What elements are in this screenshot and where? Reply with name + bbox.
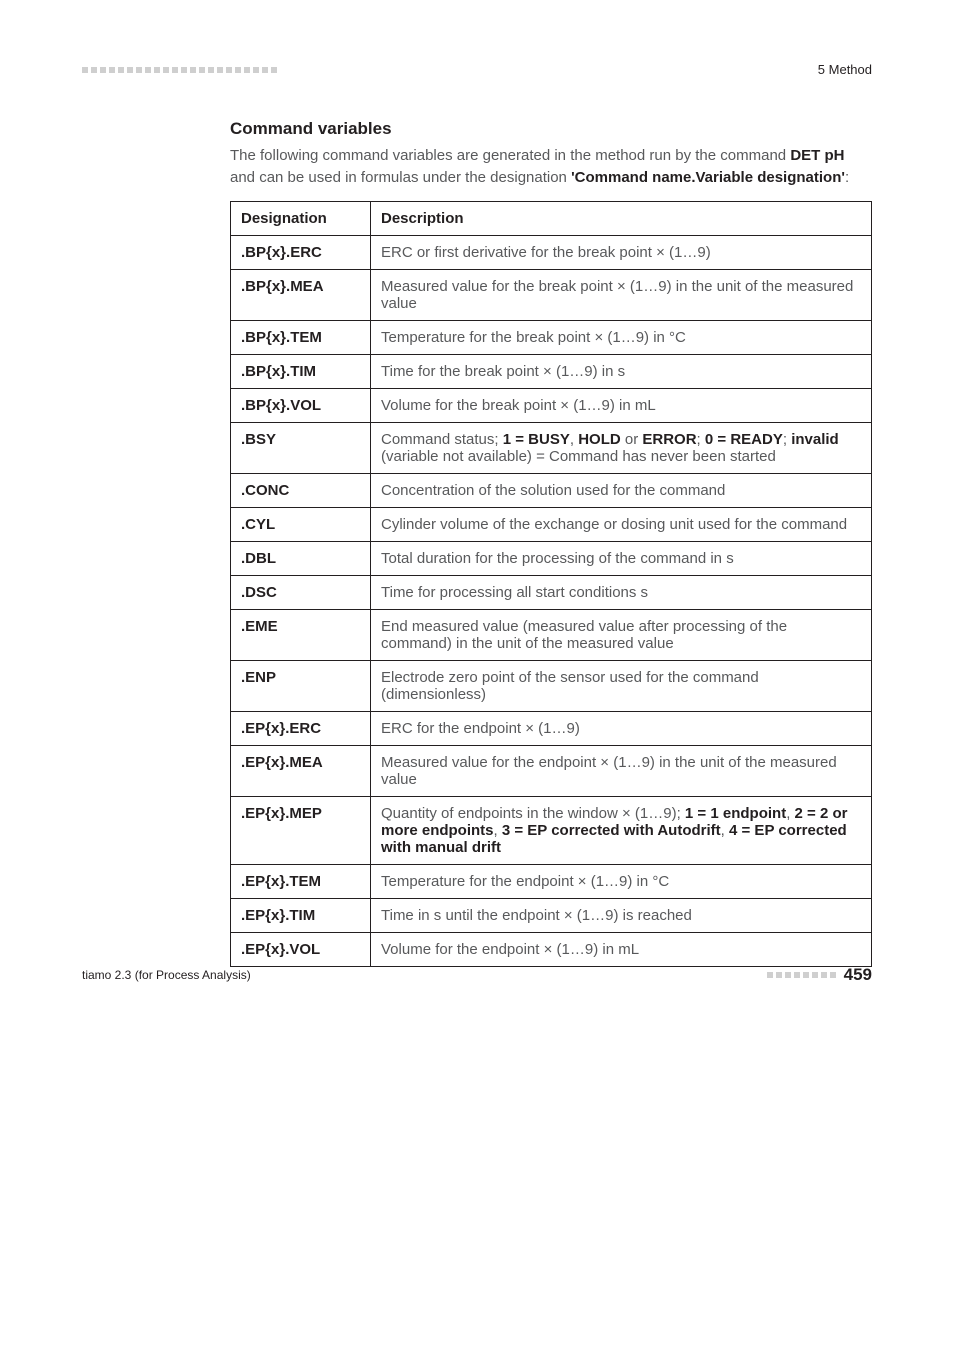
cell-designation: .ENP xyxy=(231,660,371,711)
cell-designation: .EP{x}.TIM xyxy=(231,898,371,932)
header-dots xyxy=(82,67,277,73)
cell-description: Temperature for the endpoint × (1…9) in … xyxy=(371,864,872,898)
bsy-s3: ; xyxy=(697,431,705,448)
mep-s1: , xyxy=(786,805,794,822)
page-header: 5 Method xyxy=(82,62,872,77)
cell-description: Time for processing all start conditions… xyxy=(371,575,872,609)
bsy-s2: or xyxy=(621,431,643,448)
intro-paragraph: The following command variables are gene… xyxy=(230,145,872,189)
bsy-pre: Command status; xyxy=(381,431,503,448)
cell-designation: .EP{x}.MEA xyxy=(231,745,371,796)
table-row: .CONC Concentration of the solution used… xyxy=(231,473,872,507)
cell-designation: .CYL xyxy=(231,507,371,541)
table-row: .EP{x}.ERC ERC for the endpoint × (1…9) xyxy=(231,711,872,745)
table-row: .BSY Command status; 1 = BUSY, HOLD or E… xyxy=(231,422,872,473)
cell-description: Electrode zero point of the sensor used … xyxy=(371,660,872,711)
cell-description: End measured value (measured value after… xyxy=(371,609,872,660)
bsy-b2: HOLD xyxy=(578,431,621,448)
table-row: .EP{x}.VOL Volume for the endpoint × (1…… xyxy=(231,932,872,966)
intro-designation: 'Command name.Variable designation' xyxy=(571,169,845,186)
mep-b1: 1 = 1 endpoint xyxy=(685,805,786,822)
cell-description: Measured value for the break point × (1…… xyxy=(371,269,872,320)
cell-description: ERC for the endpoint × (1…9) xyxy=(371,711,872,745)
cell-description: Total duration for the processing of the… xyxy=(371,541,872,575)
cell-description: Temperature for the break point × (1…9) … xyxy=(371,320,872,354)
mep-s2: , xyxy=(494,822,502,839)
cell-designation: .CONC xyxy=(231,473,371,507)
intro-text-1: The following command variables are gene… xyxy=(230,147,790,164)
cell-designation: .BP{x}.VOL xyxy=(231,388,371,422)
cell-designation: .EP{x}.TEM xyxy=(231,864,371,898)
table-header-row: Designation Description xyxy=(231,201,872,235)
cell-designation: .EP{x}.VOL xyxy=(231,932,371,966)
section-label: 5 Method xyxy=(818,62,872,77)
cell-description: Cylinder volume of the exchange or dosin… xyxy=(371,507,872,541)
intro-text-3: : xyxy=(845,169,849,186)
cell-description: Concentration of the solution used for t… xyxy=(371,473,872,507)
table-row: .EP{x}.MEA Measured value for the endpoi… xyxy=(231,745,872,796)
cell-designation: .BSY xyxy=(231,422,371,473)
bsy-s1: , xyxy=(570,431,578,448)
heading-command-variables: Command variables xyxy=(230,119,872,139)
cell-designation: .DSC xyxy=(231,575,371,609)
cell-description: Volume for the endpoint × (1…9) in mL xyxy=(371,932,872,966)
cell-designation: .EP{x}.ERC xyxy=(231,711,371,745)
table-row: .DSC Time for processing all start condi… xyxy=(231,575,872,609)
page-footer: tiamo 2.3 (for Process Analysis) 459 xyxy=(82,965,872,985)
bsy-b4: 0 = READY xyxy=(705,431,783,448)
table-row: .BP{x}.TEM Temperature for the break poi… xyxy=(231,320,872,354)
table-row: .EP{x}.MEP Quantity of endpoints in the … xyxy=(231,796,872,864)
bsy-b3: ERROR xyxy=(642,431,696,448)
cell-description: ERC or first derivative for the break po… xyxy=(371,235,872,269)
cell-description: Command status; 1 = BUSY, HOLD or ERROR;… xyxy=(371,422,872,473)
cell-designation: .DBL xyxy=(231,541,371,575)
cell-designation: .BP{x}.ERC xyxy=(231,235,371,269)
footer-left: tiamo 2.3 (for Process Analysis) xyxy=(82,968,251,982)
mep-s3: , xyxy=(721,822,729,839)
cell-designation: .EME xyxy=(231,609,371,660)
table-row: .EME End measured value (measured value … xyxy=(231,609,872,660)
table-row: .BP{x}.TIM Time for the break point × (1… xyxy=(231,354,872,388)
cell-designation: .BP{x}.MEA xyxy=(231,269,371,320)
cell-description: Time for the break point × (1…9) in s xyxy=(371,354,872,388)
mep-pre: Quantity of endpoints in the window × (1… xyxy=(381,805,685,822)
table-row: .BP{x}.MEA Measured value for the break … xyxy=(231,269,872,320)
bsy-b1: 1 = BUSY xyxy=(503,431,570,448)
table-row: .EP{x}.TIM Time in s until the endpoint … xyxy=(231,898,872,932)
cell-designation: .EP{x}.MEP xyxy=(231,796,371,864)
cell-description: Measured value for the endpoint × (1…9) … xyxy=(371,745,872,796)
page-number: 459 xyxy=(844,965,872,985)
intro-text-2: and can be used in formulas under the de… xyxy=(230,169,571,186)
table-row: .DBL Total duration for the processing o… xyxy=(231,541,872,575)
table-row: .CYL Cylinder volume of the exchange or … xyxy=(231,507,872,541)
intro-cmd: DET pH xyxy=(790,147,844,164)
variables-table: Designation Description .BP{x}.ERC ERC o… xyxy=(230,201,872,967)
cell-description: Time in s until the endpoint × (1…9) is … xyxy=(371,898,872,932)
cell-description: Quantity of endpoints in the window × (1… xyxy=(371,796,872,864)
footer-dots xyxy=(767,972,836,978)
mep-b3: 3 = EP corrected with Autodrift xyxy=(502,822,721,839)
table-row: .BP{x}.ERC ERC or first derivative for t… xyxy=(231,235,872,269)
col-header-designation: Designation xyxy=(231,201,371,235)
cell-designation: .BP{x}.TEM xyxy=(231,320,371,354)
cell-designation: .BP{x}.TIM xyxy=(231,354,371,388)
footer-right: 459 xyxy=(767,965,872,985)
bsy-b5: invalid xyxy=(791,431,839,448)
col-header-description: Description xyxy=(371,201,872,235)
bsy-post: (variable not available) = Command has n… xyxy=(381,448,776,465)
bsy-s4: ; xyxy=(783,431,791,448)
table-row: .EP{x}.TEM Temperature for the endpoint … xyxy=(231,864,872,898)
table-row: .ENP Electrode zero point of the sensor … xyxy=(231,660,872,711)
table-row: .BP{x}.VOL Volume for the break point × … xyxy=(231,388,872,422)
cell-description: Volume for the break point × (1…9) in mL xyxy=(371,388,872,422)
